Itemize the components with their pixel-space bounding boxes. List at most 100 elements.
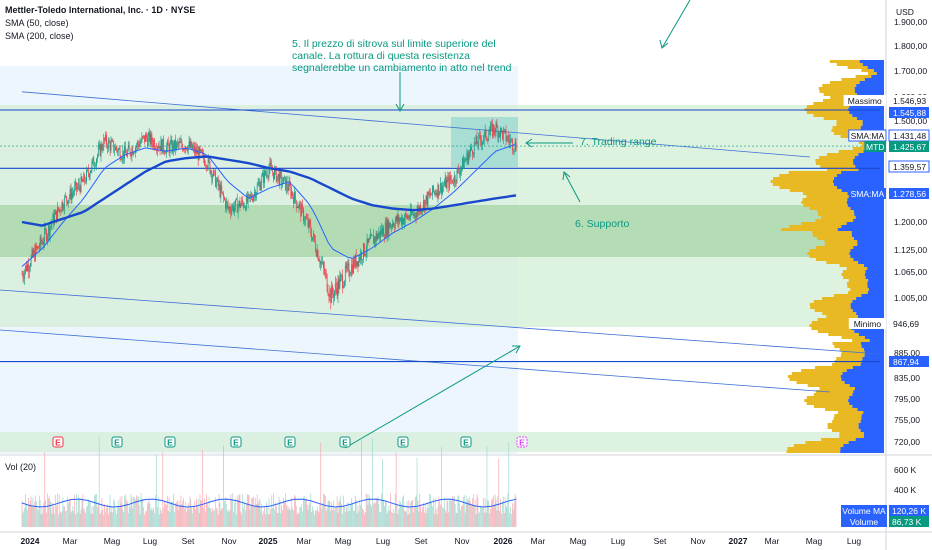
price-tag-label: Massimo (848, 96, 882, 106)
candle-body (464, 160, 466, 162)
candle-body (68, 196, 70, 200)
profile-bar-down (850, 249, 884, 252)
symbol-title[interactable]: Mettler-Toledo International, Inc. · 1D … (5, 5, 196, 15)
volume-bar (314, 510, 316, 527)
volume-bar (329, 500, 331, 527)
candle-body (447, 176, 449, 180)
profile-bar-up (813, 114, 853, 117)
volume-bar (153, 507, 155, 527)
candle-body (142, 136, 144, 138)
volume-bar (375, 497, 377, 527)
x-tick-label: 2027 (729, 536, 748, 546)
profile-bar-up (772, 177, 835, 180)
profile-bar-up (823, 99, 857, 102)
volume-bar (205, 511, 206, 527)
candle-body (363, 243, 365, 256)
volume-bar (109, 494, 111, 527)
candle-body (402, 218, 403, 225)
volume-bar (359, 499, 361, 527)
currency-label[interactable]: USD (896, 7, 914, 17)
volume-bar (470, 501, 471, 527)
volume-bar (391, 511, 392, 527)
candle-body (57, 207, 59, 211)
candle-body (275, 167, 277, 182)
volume-bar (420, 504, 422, 527)
candle-body (33, 250, 35, 256)
candle-body (48, 225, 50, 236)
profile-bar-up (847, 66, 868, 69)
price-tag-value: 1.359,57 (893, 162, 926, 172)
volume-bar (55, 494, 56, 527)
volume-bar (103, 514, 105, 527)
volume-bar (168, 497, 170, 527)
profile-bar-up (819, 387, 855, 390)
volume-bar (507, 493, 509, 527)
candle-body (96, 158, 97, 166)
volume-bar (286, 505, 288, 527)
profile-bar-down (850, 207, 884, 210)
volume-bar (460, 509, 461, 527)
candle-body (255, 192, 257, 198)
volume-bar (344, 512, 346, 527)
volume-bar (44, 452, 46, 527)
volume-bar (259, 498, 261, 527)
y-tick-label: 1.900,00 (894, 17, 927, 27)
volume-bar (158, 514, 160, 527)
volume-bar (127, 513, 129, 527)
profile-bar-up (841, 336, 865, 339)
profile-bar-down (854, 387, 884, 390)
volume-bar (110, 512, 112, 527)
candle-body (227, 204, 229, 209)
volume-bar (467, 498, 469, 527)
profile-bar-down (855, 216, 884, 219)
volume-bar (380, 511, 382, 527)
candle-body (217, 177, 219, 187)
volume-bar (113, 499, 115, 527)
candle-body (238, 200, 240, 206)
candle-body (138, 144, 140, 147)
volume-bar (148, 498, 150, 527)
volume-bar (208, 497, 210, 527)
volume-bar (430, 494, 431, 527)
profile-bar-down (865, 276, 884, 279)
candle-body (338, 279, 340, 289)
legend-sma200[interactable]: SMA (200, close) (5, 31, 74, 41)
x-tick-label: Set (182, 536, 195, 546)
earnings-marker: E (230, 436, 242, 448)
candle-body (211, 171, 213, 180)
candle-body (266, 173, 268, 177)
volume-bar (512, 509, 514, 527)
candle-body (77, 187, 78, 190)
volume-bar (416, 458, 418, 527)
volume-bar (60, 513, 62, 527)
volume-bar (32, 497, 34, 527)
candle-body (241, 199, 243, 205)
profile-bar-down (858, 168, 884, 171)
candle-body (207, 157, 209, 168)
profile-bar-down (841, 225, 884, 228)
x-tick-label: 2025 (259, 536, 278, 546)
profile-bar-up (847, 285, 868, 288)
candle-body (314, 241, 316, 251)
volume-bar (40, 514, 42, 527)
candle-body (246, 195, 248, 203)
volume-bar (393, 509, 394, 527)
legend-sma50[interactable]: SMA (50, close) (5, 18, 69, 28)
volume-bar (360, 504, 362, 527)
candle-body (448, 176, 450, 188)
volume-bar (212, 508, 214, 527)
volume-bar (265, 501, 267, 527)
candle-body (323, 261, 324, 268)
candle-body (58, 209, 60, 211)
earnings-marker: E (164, 436, 176, 448)
profile-bar-down (862, 123, 884, 126)
volume-bar (457, 495, 459, 527)
volume-bar (392, 512, 393, 527)
candle-body (326, 274, 328, 292)
volume-bar (448, 512, 450, 527)
candle-body (496, 123, 498, 128)
candle-body (475, 136, 477, 144)
profile-bar-down (860, 363, 884, 366)
arrowhead (512, 345, 521, 354)
